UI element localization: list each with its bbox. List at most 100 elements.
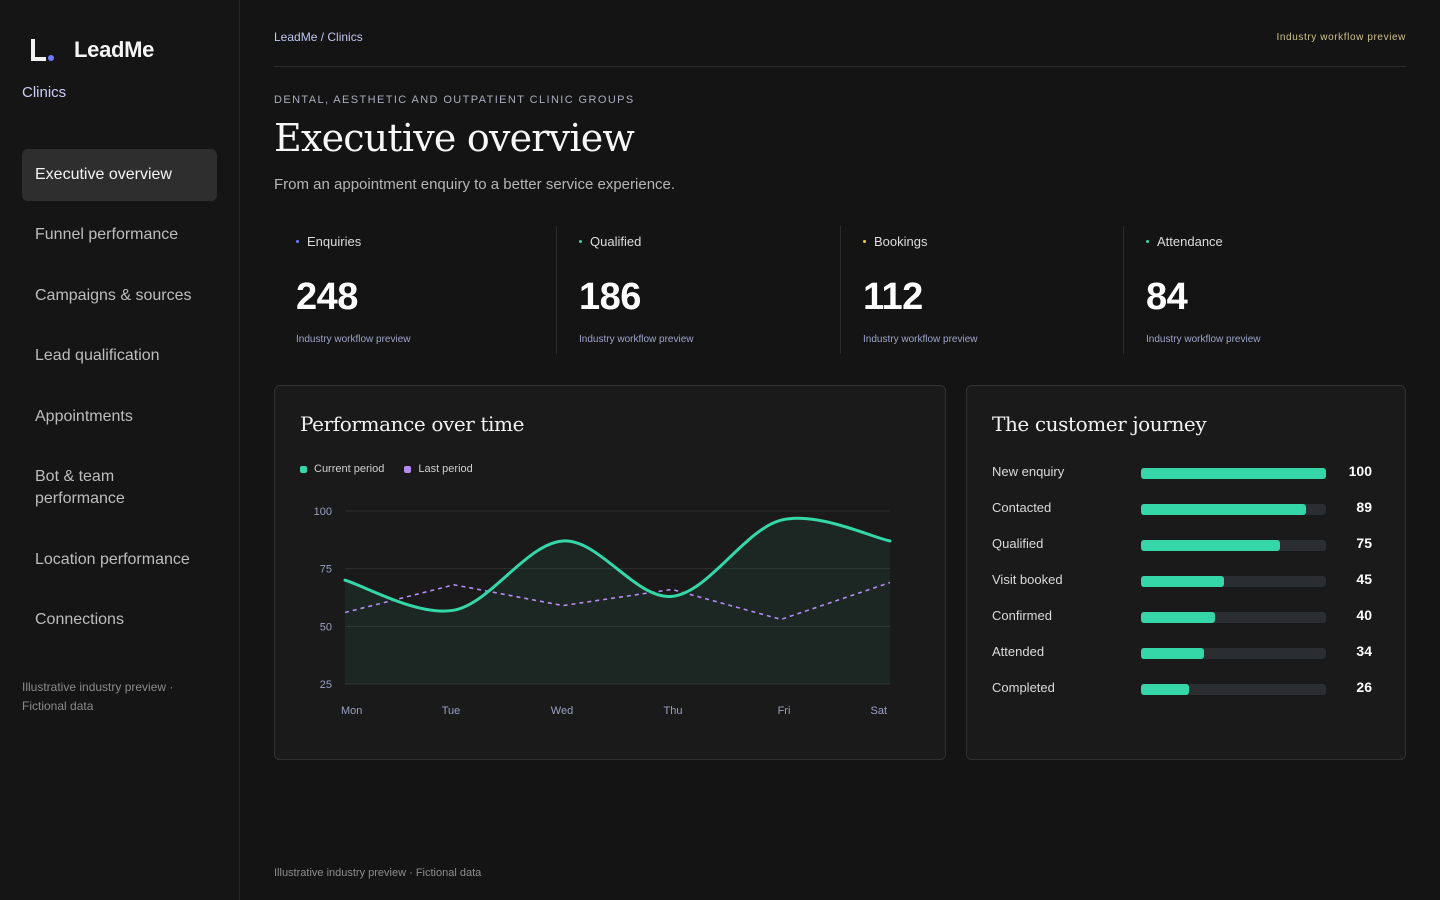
sidebar-item-label: Executive overview <box>35 166 172 183</box>
journey-row: Confirmed 40 <box>992 606 1382 626</box>
current-period-area <box>345 518 890 684</box>
journey-stage-value: 100 <box>1348 463 1372 479</box>
journey-bar-track <box>1141 648 1326 659</box>
journey-bar-track <box>1141 504 1326 515</box>
x-tick-label: Sat <box>870 705 887 717</box>
journey-stage-label: Completed <box>992 680 1055 695</box>
kpi-label: Attendance <box>1157 234 1223 249</box>
kpi-label: Enquiries <box>307 234 362 249</box>
sidebar-footer-note: Illustrative industry preview · Fictiona… <box>22 680 174 713</box>
current-period-line <box>343 516 892 613</box>
sidebar-item-label: Campaigns & sources <box>35 287 192 304</box>
sidebar-item-appointments[interactable]: Appointments <box>22 391 217 443</box>
journey-stage-value: 45 <box>1356 571 1372 587</box>
page-eyebrow: DENTAL, AESTHETIC AND OUTPATIENT CLINIC … <box>274 94 635 106</box>
sidebar-item-funnel-performance[interactable]: Funnel performance <box>22 209 217 261</box>
x-tick-label: Mon <box>341 705 362 717</box>
breadcrumb[interactable]: LeadMe / Clinics <box>274 30 363 44</box>
sidebar-item-label: Bot & team performance <box>35 468 125 507</box>
legend-swatch-icon <box>404 465 412 473</box>
journey-bar-track <box>1141 612 1326 623</box>
journey-stage-value: 34 <box>1356 643 1372 659</box>
sidebar-item-bot-team-performance[interactable]: Bot & team performance <box>22 455 162 521</box>
sidebar-item-executive-overview[interactable]: Executive overview <box>22 149 217 201</box>
journey-bar-track <box>1141 540 1326 551</box>
legend-label: Last period <box>418 463 473 475</box>
preview-tag: Industry workflow preview <box>1276 32 1406 43</box>
journey-bar-track <box>1141 468 1326 479</box>
sidebar-item-label: Location performance <box>35 551 190 568</box>
journey-bar-fill <box>1141 540 1280 551</box>
last-period-line <box>344 581 891 621</box>
journey-stage-value: 75 <box>1356 535 1372 551</box>
journey-row: Qualified 75 <box>992 534 1382 554</box>
kpi-dot-icon <box>296 240 299 243</box>
y-tick-label: 75 <box>320 564 332 576</box>
y-tick-label: 25 <box>320 679 332 691</box>
journey-row: Attended 34 <box>992 642 1382 662</box>
customer-journey-card: The customer journey New enquiry 100 Conta… <box>966 385 1406 760</box>
kpi-value: 186 <box>579 276 641 318</box>
journey-bar-fill <box>1141 612 1215 623</box>
journey-bar-fill <box>1141 684 1190 695</box>
page-footer-note: Illustrative industry preview · Fictiona… <box>274 867 482 879</box>
journey-stage-label: Visit booked <box>992 572 1063 587</box>
legend-label: Current period <box>314 463 385 475</box>
kpi-note: Industry workflow preview <box>1146 334 1261 345</box>
chart-legend: Current period Last period <box>300 463 493 475</box>
kpi-attendance: Attendance 84 Industry workflow preview <box>1123 226 1406 354</box>
journey-bar-track <box>1141 576 1326 587</box>
kpi-note: Industry workflow preview <box>296 334 411 345</box>
workspace-name: Clinics <box>22 84 67 101</box>
kpi-row: Enquiries 248 Industry workflow preview … <box>274 226 1406 354</box>
x-tick-label: Tue <box>442 705 461 717</box>
sidebar-item-lead-qualification[interactable]: Lead qualification <box>22 330 217 382</box>
x-tick-label: Thu <box>664 705 683 717</box>
kpi-label: Qualified <box>590 234 642 249</box>
journey-stage-label: Contacted <box>992 500 1052 515</box>
y-tick-label: 50 <box>320 621 332 633</box>
x-tick-label: Fri <box>778 705 791 717</box>
journey-stage-label: New enquiry <box>992 464 1065 479</box>
performance-card: Performance over time Current period Las… <box>274 385 946 760</box>
sidebar-item-campaigns-sources[interactable]: Campaigns & sources <box>22 270 217 322</box>
performance-line-chart[interactable]: 100 75 50 25 Mon Tue Wed Thu Fri Sat <box>275 386 945 759</box>
journey-bar-fill <box>1141 504 1306 515</box>
journey-stage-label: Confirmed <box>992 608 1052 623</box>
x-tick-label: Wed <box>551 705 573 717</box>
journey-row: New enquiry 100 <box>992 462 1382 482</box>
legend-swatch-icon <box>300 465 307 473</box>
journey-stage-value: 89 <box>1356 499 1372 515</box>
journey-row: Contacted 89 <box>992 498 1382 518</box>
journey-stage-label: Qualified <box>992 536 1044 551</box>
journey-row: Completed 26 <box>992 678 1382 698</box>
kpi-qualified: Qualified 186 Industry workflow preview <box>556 226 839 354</box>
kpi-dot-icon <box>1146 240 1149 243</box>
page-title: Executive overview <box>274 116 635 160</box>
sidebar-item-location-performance[interactable]: Location performance <box>22 534 217 586</box>
card-title: Performance over time <box>300 412 525 436</box>
sidebar-item-label: Lead qualification <box>35 347 160 364</box>
kpi-dot-icon <box>579 240 582 243</box>
divider <box>274 66 1406 67</box>
legend-item-last[interactable]: Last period <box>404 463 473 475</box>
page-subtitle: From an appointment enquiry to a better … <box>274 176 676 193</box>
journey-bar-fill <box>1141 468 1326 479</box>
sidebar-item-label: Funnel performance <box>35 226 179 243</box>
kpi-bookings: Bookings 112 Industry workflow preview <box>840 226 1123 354</box>
kpi-value: 248 <box>296 276 358 318</box>
kpi-value: 112 <box>863 276 923 318</box>
kpi-note: Industry workflow preview <box>863 334 978 345</box>
kpi-value: 84 <box>1146 276 1188 318</box>
sidebar-item-connections[interactable]: Connections <box>22 594 217 646</box>
card-title: The customer journey <box>992 412 1207 436</box>
journey-bar-fill <box>1141 648 1204 659</box>
kpi-label: Bookings <box>874 234 928 249</box>
brand[interactable]: LeadMe <box>28 36 154 64</box>
legend-item-current[interactable]: Current period <box>300 463 384 475</box>
journey-row: Visit booked 45 <box>992 570 1382 590</box>
journey-stage-value: 40 <box>1356 607 1372 623</box>
journey-stage-value: 26 <box>1356 679 1372 695</box>
sidebar: LeadMe Clinics Executive overview Funnel… <box>0 0 240 900</box>
sidebar-item-label: Connections <box>35 611 124 628</box>
